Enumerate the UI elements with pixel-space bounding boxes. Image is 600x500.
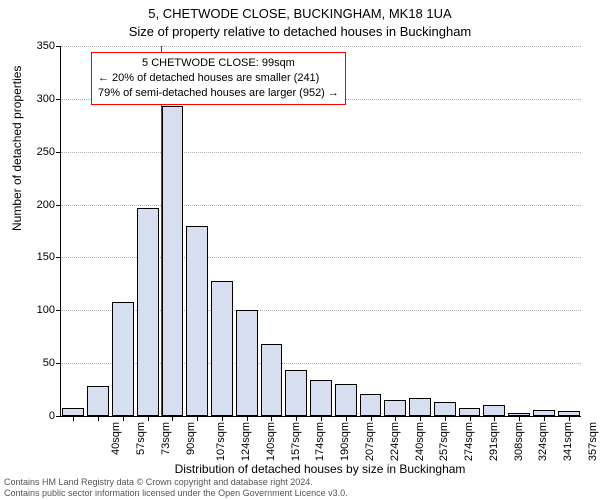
bar (261, 344, 283, 416)
bar (162, 106, 184, 416)
bar (384, 400, 406, 416)
gridline (61, 205, 581, 206)
xtick-mark (197, 416, 198, 421)
xtick-label: 224sqm (389, 422, 401, 461)
bar (335, 384, 357, 416)
footer-attribution: Contains HM Land Registry data © Crown c… (4, 477, 348, 498)
xtick-mark (420, 416, 421, 421)
bar (285, 370, 307, 417)
xtick-mark (148, 416, 149, 421)
xtick-label: 341sqm (562, 422, 574, 461)
annotation-line: 5 CHETWODE CLOSE: 99sqm (98, 56, 339, 71)
x-axis-label: Distribution of detached houses by size … (60, 462, 580, 476)
xtick-mark (470, 416, 471, 421)
bar (236, 310, 258, 416)
ytick-label: 150 (23, 251, 55, 263)
xtick-label: 107sqm (216, 422, 228, 461)
bar (409, 398, 431, 416)
xtick-mark (73, 416, 74, 421)
footer-line-2: Contains public sector information licen… (4, 488, 348, 498)
bar (87, 386, 109, 416)
bar (211, 281, 233, 416)
xtick-mark (98, 416, 99, 421)
ytick-label: 100 (23, 304, 55, 316)
xtick-label: 308sqm (513, 422, 525, 461)
bar (434, 402, 456, 416)
ytick-mark (56, 46, 61, 47)
xtick-label: 240sqm (414, 422, 426, 461)
ytick-mark (56, 310, 61, 311)
xtick-label: 357sqm (587, 422, 599, 461)
xtick-label: 174sqm (315, 422, 327, 461)
ytick-label: 0 (23, 410, 55, 422)
xtick-mark (247, 416, 248, 421)
bar (62, 408, 84, 416)
bar (137, 208, 159, 416)
ytick-mark (56, 152, 61, 153)
ytick-label: 300 (23, 93, 55, 105)
bar (360, 394, 382, 416)
ytick-label: 250 (23, 146, 55, 158)
page-subtitle: Size of property relative to detached ho… (0, 24, 600, 39)
xtick-label: 207sqm (364, 422, 376, 461)
xtick-label: 57sqm (135, 422, 147, 455)
xtick-mark (569, 416, 570, 421)
y-axis-label: Number of detached properties (10, 66, 24, 231)
ytick-label: 350 (23, 40, 55, 52)
xtick-mark (519, 416, 520, 421)
xtick-label: 124sqm (240, 422, 252, 461)
ytick-mark (56, 416, 61, 417)
xtick-label: 190sqm (339, 422, 351, 461)
gridline (61, 46, 581, 47)
xtick-label: 90sqm (185, 422, 197, 455)
ytick-label: 200 (23, 199, 55, 211)
xtick-mark (371, 416, 372, 421)
xtick-label: 324sqm (537, 422, 549, 461)
xtick-mark (544, 416, 545, 421)
annotation-line: ← 20% of detached houses are smaller (24… (98, 71, 339, 86)
annotation-line: 79% of semi-detached houses are larger (… (98, 86, 339, 101)
xtick-label: 274sqm (463, 422, 475, 461)
xtick-mark (271, 416, 272, 421)
xtick-label: 157sqm (290, 422, 302, 461)
xtick-mark (296, 416, 297, 421)
chart-plot-area: 05010015020025030035040sqm57sqm73sqm90sq… (60, 46, 581, 417)
annotation-box: 5 CHETWODE CLOSE: 99sqm← 20% of detached… (91, 52, 346, 105)
xtick-mark (445, 416, 446, 421)
footer-line-1: Contains HM Land Registry data © Crown c… (4, 477, 348, 487)
ytick-mark (56, 99, 61, 100)
xtick-label: 257sqm (438, 422, 450, 461)
xtick-label: 40sqm (110, 422, 122, 455)
ytick-mark (56, 363, 61, 364)
page-title: 5, CHETWODE CLOSE, BUCKINGHAM, MK18 1UA (0, 6, 600, 21)
ytick-label: 50 (23, 357, 55, 369)
xtick-label: 73sqm (160, 422, 172, 455)
xtick-mark (494, 416, 495, 421)
bar (483, 405, 505, 416)
gridline (61, 152, 581, 153)
xtick-mark (395, 416, 396, 421)
ytick-mark (56, 257, 61, 258)
bar (459, 408, 481, 416)
bar (310, 380, 332, 416)
xtick-label: 140sqm (265, 422, 277, 461)
xtick-mark (123, 416, 124, 421)
xtick-mark (222, 416, 223, 421)
xtick-mark (172, 416, 173, 421)
xtick-mark (321, 416, 322, 421)
xtick-mark (346, 416, 347, 421)
bar (112, 302, 134, 416)
ytick-mark (56, 205, 61, 206)
xtick-label: 291sqm (488, 422, 500, 461)
bar (186, 226, 208, 416)
